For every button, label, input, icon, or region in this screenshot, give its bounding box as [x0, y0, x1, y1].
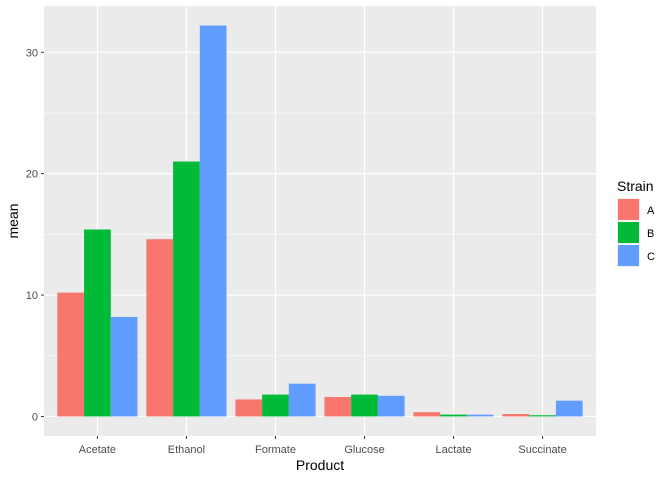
- y-axis-title: mean: [5, 203, 21, 238]
- bar-B-lactate: [440, 414, 467, 417]
- bar-B-glucose: [351, 394, 378, 417]
- x-tick-label: Formate: [255, 444, 296, 456]
- bar-C-ethanol: [199, 25, 227, 417]
- bar-A-glucose: [324, 397, 352, 417]
- bar-A-succinate: [502, 414, 530, 417]
- bar-B-succinate: [529, 415, 556, 417]
- x-tick-label: Succinate: [518, 444, 566, 456]
- gridlines: [44, 6, 596, 436]
- x-axis-title: Product: [296, 457, 344, 473]
- bar-C-glucose: [377, 395, 405, 417]
- bar-A-formate: [235, 399, 263, 417]
- x-axis: Acetate Ethanol Formate Glucose Lactate Succi…: [79, 436, 567, 456]
- bar-C-succinate: [555, 400, 583, 417]
- bar-B-acetate: [84, 229, 111, 417]
- x-tick-label: Ethanol: [168, 444, 205, 456]
- bar-C-acetate: [110, 316, 138, 417]
- y-tick-label: 10: [26, 290, 38, 302]
- bar-B-formate: [262, 394, 289, 417]
- x-tick-label: Glucose: [344, 444, 384, 456]
- bar-B-ethanol: [173, 161, 200, 417]
- bar-A-acetate: [57, 292, 85, 417]
- legend-title: Strain: [617, 178, 654, 194]
- y-tick-label: 30: [26, 47, 38, 59]
- bar-A-lactate: [413, 412, 441, 417]
- legend-label-C: C: [647, 251, 655, 263]
- legend-label-B: B: [647, 228, 654, 240]
- y-axis: 0 10 20 30: [26, 47, 44, 423]
- legend-swatch-A: [618, 199, 639, 220]
- legend: Strain ABC: [617, 178, 655, 267]
- legend-swatch-C: [618, 245, 639, 266]
- bar-C-formate: [288, 383, 316, 417]
- x-tick-label: Acetate: [79, 444, 116, 456]
- legend-label-A: A: [647, 205, 655, 217]
- bars: [57, 25, 583, 417]
- bar-A-ethanol: [146, 239, 174, 417]
- y-tick-label: 0: [32, 411, 38, 423]
- x-tick-label: Lactate: [436, 444, 472, 456]
- legend-swatch-B: [618, 222, 639, 243]
- bar-C-lactate: [466, 414, 494, 417]
- y-tick-label: 20: [26, 169, 38, 181]
